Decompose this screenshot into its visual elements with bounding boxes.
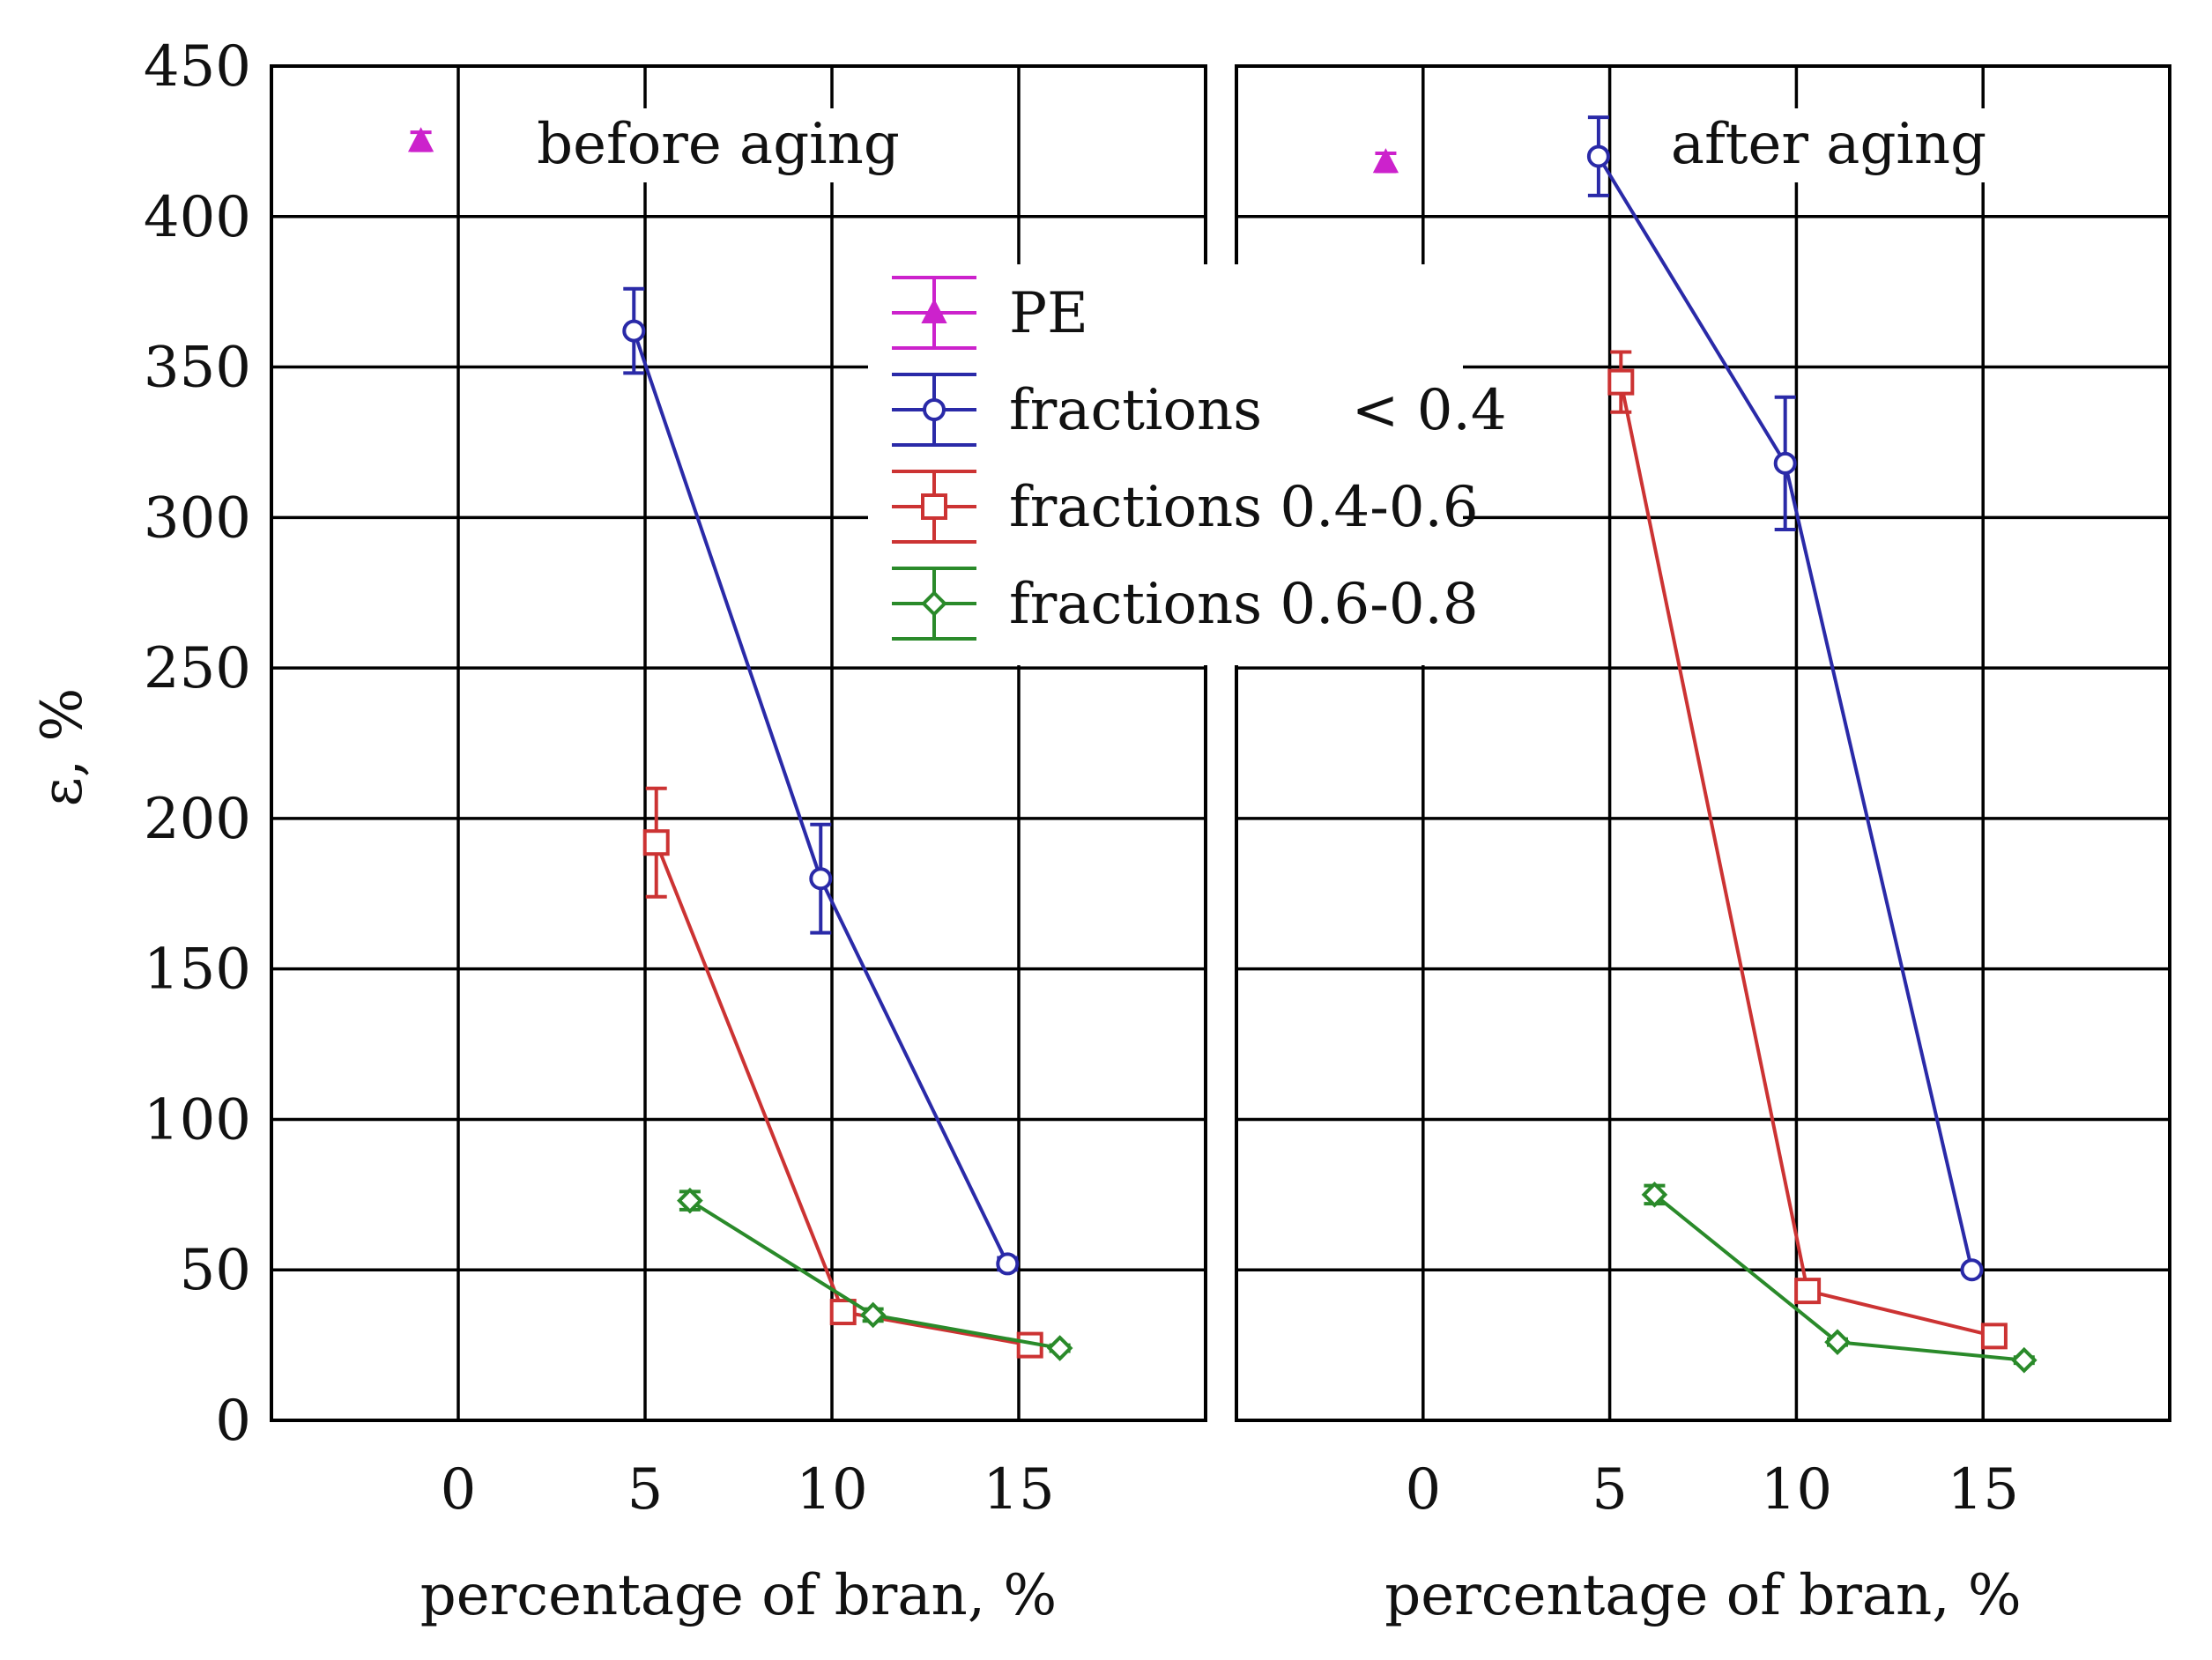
data-point xyxy=(996,1252,1020,1276)
data-point xyxy=(642,829,670,856)
panel-title: before aging xyxy=(537,112,900,177)
x-tick-label: 5 xyxy=(627,1457,664,1523)
series-line xyxy=(1597,155,1974,1271)
data-point xyxy=(1372,148,1399,174)
series-layer xyxy=(407,115,2038,1374)
panel-title: after aging xyxy=(1671,112,1986,177)
y-tick-label: 50 xyxy=(180,1238,251,1303)
series-line xyxy=(1619,382,1995,1338)
frame-layer xyxy=(270,64,2171,1422)
plot-frame xyxy=(270,64,1207,1422)
data-point xyxy=(921,493,947,520)
y-axis-label: ε, % xyxy=(30,688,95,807)
x-tick-label: 15 xyxy=(1947,1457,2018,1523)
data-point xyxy=(407,127,434,152)
data-point xyxy=(921,590,947,617)
y-tick-label: 350 xyxy=(144,336,251,401)
data-point xyxy=(622,319,646,343)
y-tick-label: 300 xyxy=(144,485,251,551)
y-tick-label: 400 xyxy=(144,185,251,250)
data-point xyxy=(1824,1329,1851,1356)
data-point xyxy=(859,1301,887,1329)
data-point xyxy=(1794,1278,1822,1305)
y-tick-label: 100 xyxy=(144,1087,251,1152)
data-point xyxy=(809,867,833,891)
y-tick-label: 200 xyxy=(144,787,251,852)
x-axis-label: percentage of bran, % xyxy=(420,1563,1057,1628)
x-tick-label: 0 xyxy=(441,1457,477,1523)
text-layer: 0 5 10 15 before aging percentage of bran, % 0… xyxy=(30,34,2022,1628)
plot-frame xyxy=(1235,64,2171,1422)
legend: PE fractions < 0.4 fractions 0.4-0.6 fracti… xyxy=(868,264,1507,665)
data-point xyxy=(1641,1182,1668,1208)
data-point xyxy=(677,1187,703,1214)
data-point xyxy=(2010,1346,2038,1374)
y-tick-label: 150 xyxy=(144,937,251,1003)
legend-label: fractions < 0.4 xyxy=(1009,378,1507,443)
legend-background xyxy=(868,264,1463,665)
x-axis-label: percentage of bran, % xyxy=(1384,1563,2021,1628)
data-point xyxy=(1607,368,1635,396)
x-tick-label: 0 xyxy=(1405,1457,1441,1523)
data-point xyxy=(1980,1323,2008,1350)
legend-label: fractions 0.4-0.6 xyxy=(1009,475,1479,540)
y-tick-label: 450 xyxy=(144,34,251,100)
data-point xyxy=(1046,1335,1073,1361)
x-tick-label: 10 xyxy=(1761,1457,1832,1523)
data-point xyxy=(921,298,947,323)
panel-title-background xyxy=(1617,108,2040,182)
data-point xyxy=(829,1299,857,1326)
y-tick-label: 250 xyxy=(144,636,251,701)
data-point xyxy=(1773,451,1797,475)
legend-label: fractions 0.6-0.8 xyxy=(1009,572,1479,637)
y-tick-label: 0 xyxy=(215,1389,251,1454)
data-point xyxy=(1960,1258,1984,1282)
panel-title-background xyxy=(507,108,930,182)
x-tick-label: 15 xyxy=(983,1457,1054,1523)
data-point xyxy=(923,398,946,421)
x-tick-label: 5 xyxy=(1592,1457,1628,1523)
legend-label: PE xyxy=(1009,281,1088,346)
data-point xyxy=(1586,145,1610,168)
x-tick-label: 10 xyxy=(796,1457,867,1523)
grid-layer xyxy=(271,64,2170,1422)
